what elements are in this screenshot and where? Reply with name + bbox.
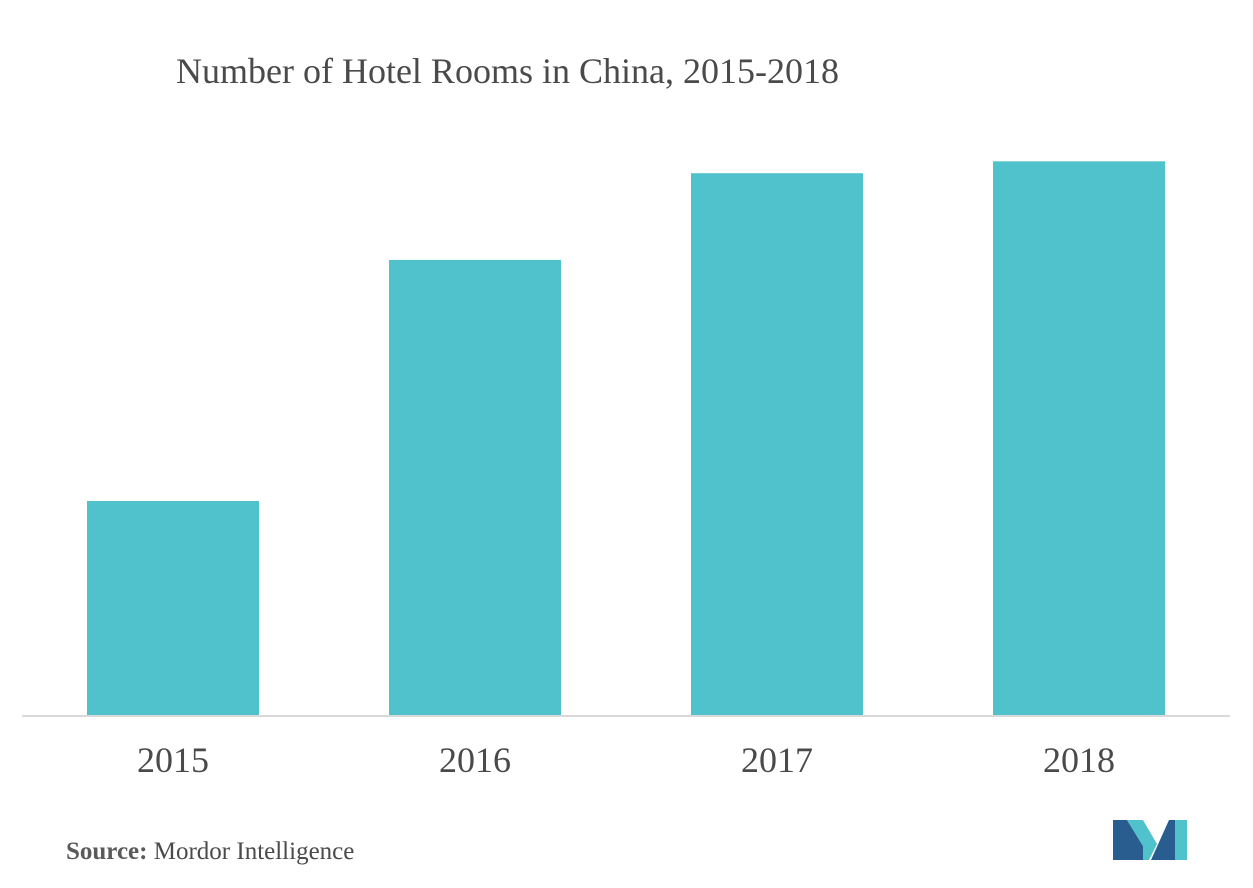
bar-2016 — [389, 259, 561, 715]
chart-title: Number of Hotel Rooms in China, 2015-201… — [176, 51, 839, 91]
source-text: Mordor Intelligence — [153, 838, 355, 865]
bar-2018 — [993, 161, 1165, 716]
bar-2015 — [87, 501, 259, 715]
x-tick-label-2016: 2016 — [439, 740, 511, 780]
x-tick-label-2017: 2017 — [741, 740, 813, 780]
bars-group — [87, 161, 1165, 716]
source-note: Source: Mordor Intelligence — [66, 838, 354, 866]
mordor-intelligence-logo-icon — [1113, 820, 1187, 860]
x-tick-label-2018: 2018 — [1043, 740, 1115, 780]
bar-chart: 2015 2016 2017 2018 — [22, 161, 1230, 780]
x-tick-label-2015: 2015 — [137, 740, 209, 780]
bar-2017 — [691, 173, 863, 715]
x-tick-labels: 2015 2016 2017 2018 — [137, 740, 1115, 780]
source-label: Source: — [66, 838, 148, 865]
